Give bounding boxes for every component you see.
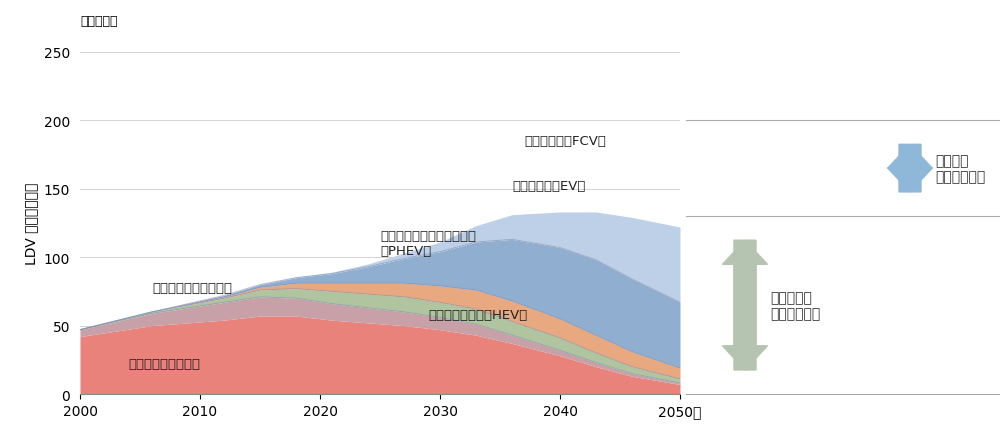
Text: 電動系の
さらなる進化: 電動系の さらなる進化 — [935, 154, 985, 184]
Text: 内燃機関の
さらなる進化: 内燃機関の さらなる進化 — [770, 290, 820, 321]
Text: ハイブリッド車（HEV）: ハイブリッド車（HEV） — [428, 308, 527, 321]
Text: ディーゼルエンジン車: ディーゼルエンジン車 — [152, 281, 232, 294]
Text: 電気自動車（EV）: 電気自動車（EV） — [512, 180, 585, 193]
Text: プラグインハイブリッド車
（PHEV）: プラグインハイブリッド車 （PHEV） — [380, 230, 476, 258]
Y-axis label: LDV 年間販売台数: LDV 年間販売台数 — [24, 182, 38, 265]
Text: （百万台）: （百万台） — [80, 15, 118, 28]
Text: 燃料電池車（FCV）: 燃料電池車（FCV） — [524, 135, 606, 148]
Text: ガソリンエンジン車: ガソリンエンジン車 — [128, 358, 200, 371]
